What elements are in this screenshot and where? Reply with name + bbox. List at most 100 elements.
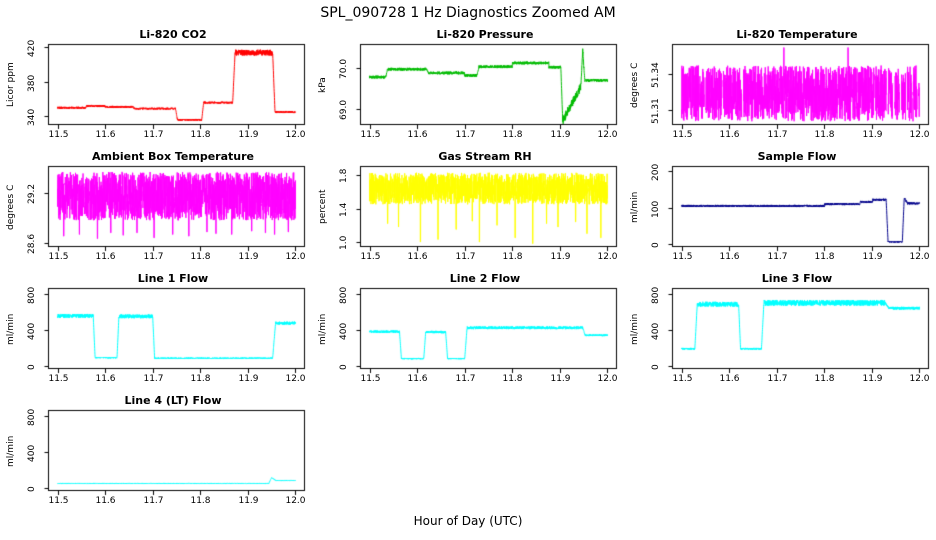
y-tick-label: 100	[651, 199, 661, 218]
plot-canvas	[664, 43, 930, 143]
y-tick-label: 0	[27, 363, 37, 370]
x-tick-label: 11.6	[95, 130, 116, 140]
plot-area: Licor ppm 11.5 11.6 11.7 11.8 11.9 12.0 340 380…	[6, 39, 306, 143]
y-tick-label: 380	[27, 73, 37, 92]
x-tick-label: 11.5	[48, 252, 69, 262]
panel-title: Sample Flow	[757, 150, 837, 163]
plot-canvas	[352, 43, 618, 143]
x-tick-label: 11.8	[814, 130, 835, 140]
plot-area: ml/min 11.5 11.6 11.7 11.8 11.9 12.0 0 400 800	[6, 408, 306, 509]
y-axis-label: ml/min	[630, 191, 640, 223]
x-tick-label: 11.9	[550, 130, 571, 140]
x-tick-label: 11.9	[550, 252, 571, 262]
y-axis-label: degrees C	[630, 62, 640, 108]
x-tick-label: 11.7	[143, 252, 164, 262]
plot-area: ml/min 11.5 11.6 11.7 11.8 11.9 12.0 0 400 800	[630, 286, 930, 387]
plot-canvas	[664, 287, 930, 387]
x-tick-label: 11.6	[719, 130, 740, 140]
x-tick-label: 11.6	[95, 496, 116, 506]
panel-title: Line 3 Flow	[761, 272, 833, 285]
x-tick-label: 11.5	[48, 374, 69, 384]
panel-title: Gas Stream RH	[438, 150, 532, 163]
panel-gas-stream-rh: Gas Stream RH percent 11.5 11.6 11.7 11.8 11…	[312, 146, 624, 268]
x-tick-label: 12.0	[285, 130, 306, 140]
y-tick-label: 29.2	[27, 183, 37, 204]
x-tick-label: 12.0	[285, 252, 306, 262]
figure-title: SPL_090728 1 Hz Diagnostics Zoomed AM	[320, 5, 616, 21]
x-tick-label: 12.0	[909, 374, 930, 384]
plot-area: ml/min 11.5 11.6 11.7 11.8 11.9 12.0 0 100 200	[630, 163, 930, 265]
x-tick-label: 12.0	[285, 374, 306, 384]
x-tick-label: 12.0	[597, 252, 618, 262]
x-tick-label: 11.8	[502, 130, 523, 140]
x-tick-label: 11.6	[95, 374, 116, 384]
panel-line4-lt-flow: Line 4 (LT) Flow ml/min 11.5 11.6 11.7 11.8…	[0, 390, 312, 512]
x-tick-label: 12.0	[909, 252, 930, 262]
y-tick-label: 0	[651, 363, 661, 370]
panel-li820-co2: Li-820 CO2 Licor ppm 11.5 11.6 11.7 11.8 11.…	[0, 24, 312, 146]
x-tick-label: 11.9	[862, 374, 883, 384]
y-axis-label: degrees C	[6, 184, 16, 230]
x-tick-label: 11.9	[238, 496, 259, 506]
y-axis-label: percent	[318, 189, 328, 225]
panel-title: Line 2 Flow	[449, 272, 521, 285]
plot-canvas	[352, 287, 618, 387]
y-axis-label: ml/min	[6, 435, 16, 467]
panel-ambient-box-temperature: Ambient Box Temperature degrees C 11.5 11…	[0, 146, 312, 268]
x-tick-label: 11.9	[550, 374, 571, 384]
x-tick-label: 12.0	[285, 496, 306, 506]
x-tick-label: 11.8	[814, 374, 835, 384]
y-tick-label: 400	[27, 443, 37, 462]
x-tick-label: 11.9	[862, 130, 883, 140]
y-tick-label: 0	[651, 241, 661, 248]
x-tick-label: 11.7	[767, 252, 788, 262]
y-axis-label: ml/min	[318, 313, 328, 345]
y-tick-label: 28.6	[27, 233, 37, 254]
plot-canvas	[40, 165, 306, 265]
y-tick-label: 800	[651, 285, 661, 304]
panel-title: Ambient Box Temperature	[92, 150, 254, 163]
x-tick-label: 11.5	[672, 130, 693, 140]
x-tick-label: 12.0	[909, 130, 930, 140]
plot-area: percent 11.5 11.6 11.7 11.8 11.9 12.0 1.0 1.4 1.…	[318, 165, 618, 265]
plot-canvas	[40, 409, 306, 509]
x-tick-label: 11.9	[238, 130, 259, 140]
x-axis-title: Hour of Day (UTC)	[413, 514, 523, 528]
x-tick-label: 11.7	[143, 130, 164, 140]
y-tick-label: 70.0	[339, 58, 349, 79]
plot-canvas	[664, 165, 930, 265]
plot-canvas	[352, 165, 618, 265]
plot-area: degrees C 11.5 11.6 11.7 11.8 11.9 12.0 51.31 5…	[630, 43, 930, 143]
x-tick-label: 11.5	[48, 496, 69, 506]
x-tick-label: 11.6	[95, 252, 116, 262]
panel-li820-pressure: Li-820 Pressure kPa 11.5 11.6 11.7 11.8 11.9…	[312, 24, 624, 146]
x-tick-label: 11.5	[672, 252, 693, 262]
x-tick-label: 11.9	[238, 252, 259, 262]
panel-title: Li-820 Temperature	[736, 28, 858, 41]
x-tick-label: 11.6	[407, 374, 428, 384]
panel-title: Line 1 Flow	[137, 272, 209, 285]
x-tick-label: 11.5	[360, 374, 381, 384]
x-tick-label: 11.6	[719, 374, 740, 384]
y-tick-label: 420	[27, 38, 37, 57]
y-axis-label: ml/min	[630, 313, 640, 345]
x-tick-label: 11.7	[455, 374, 476, 384]
panel-title: Line 4 (LT) Flow	[124, 394, 222, 407]
x-tick-label: 11.5	[48, 130, 69, 140]
x-tick-label: 11.5	[360, 252, 381, 262]
y-tick-label: 200	[651, 162, 661, 181]
x-tick-label: 11.6	[719, 252, 740, 262]
y-axis-label: ml/min	[6, 313, 16, 345]
x-tick-label: 11.7	[767, 374, 788, 384]
y-tick-label: 0	[27, 485, 37, 492]
x-tick-label: 11.5	[360, 130, 381, 140]
y-tick-label: 400	[651, 321, 661, 340]
x-tick-label: 11.9	[862, 252, 883, 262]
panel-title: Li-820 Pressure	[436, 28, 534, 41]
panel-line1-flow: Line 1 Flow ml/min 11.5 11.6 11.7 11.8 11.9 1…	[0, 268, 312, 390]
y-tick-label: 1.8	[339, 168, 349, 183]
y-tick-label: 69.0	[339, 99, 349, 120]
y-tick-label: 0	[339, 363, 349, 370]
x-tick-label: 11.6	[407, 252, 428, 262]
